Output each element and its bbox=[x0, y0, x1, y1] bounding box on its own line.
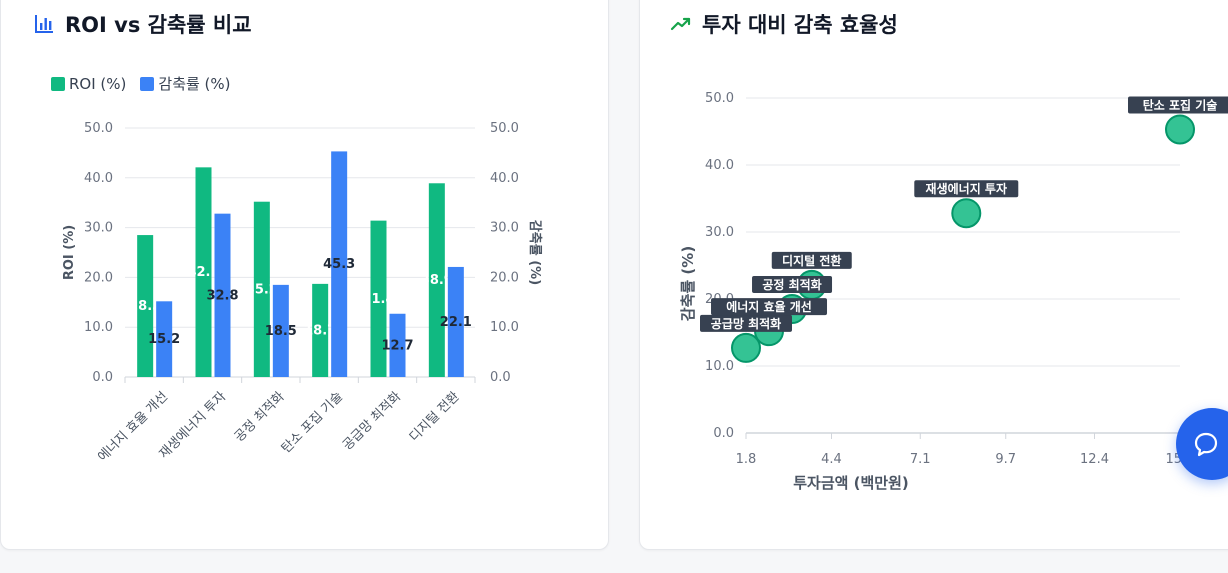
roi-vs-reduction-bar-chart: 0.0 0.0 10.0 10.0 20.0 20.0 30.0 30.0 40.0 40.0 50… bbox=[62, 121, 543, 465]
x-tick-label: 9.7 bbox=[995, 452, 1016, 467]
legend-swatch-roi bbox=[51, 76, 65, 91]
scatter-point-label-group: 에너지 효율 개선 bbox=[711, 298, 828, 316]
bar-value-label-roi: 28.5 bbox=[129, 299, 161, 314]
scatter-label-box bbox=[752, 276, 833, 294]
bar-reduction bbox=[447, 266, 464, 377]
x-tick-label: 공정 최적화 bbox=[232, 389, 288, 445]
scatter-point-label: 디지털 전환 bbox=[782, 253, 841, 268]
y-tick-label: 40.0 bbox=[84, 171, 113, 186]
scatter-label-box bbox=[771, 251, 852, 269]
scatter-point-label: 에너지 효율 개선 bbox=[726, 299, 812, 314]
bar-value-label-reduction: 12.7 bbox=[381, 338, 413, 353]
bar-reduction bbox=[214, 213, 231, 377]
efficiency-title: 투자 대비 감축 효율성 bbox=[670, 9, 898, 39]
y-tick-label: 10.0 bbox=[705, 359, 734, 374]
y2-tick-label: 0.0 bbox=[490, 370, 511, 385]
x-axis-label: 투자금액 (백만원) bbox=[793, 474, 909, 492]
scatter-label-box bbox=[711, 298, 828, 316]
legend-label-roi: ROI (%) bbox=[69, 74, 127, 93]
bar-value-label-roi: 18.7 bbox=[304, 323, 336, 338]
bar-reduction bbox=[272, 284, 289, 377]
bar-roi bbox=[195, 167, 212, 377]
investment-efficiency-scatter-chart: 0.010.020.030.040.050.01.84.47.19.712.41… bbox=[679, 91, 1228, 492]
bar-value-label-roi: 31.4 bbox=[362, 292, 394, 307]
x-tick-label: 공급망 최적화 bbox=[340, 389, 404, 453]
y2-tick-label: 10.0 bbox=[490, 320, 519, 335]
y-tick-label: 30.0 bbox=[84, 221, 113, 236]
x-tick-label: 탄소 포집 기술 bbox=[279, 389, 346, 456]
bar-value-label-roi: 35.2 bbox=[246, 282, 278, 297]
scatter-point bbox=[731, 332, 761, 363]
bar-reduction bbox=[389, 313, 406, 377]
y-tick-label: 50.0 bbox=[705, 91, 734, 106]
y-tick-label: 30.0 bbox=[705, 225, 734, 240]
bar-value-label-reduction: 32.8 bbox=[206, 288, 238, 303]
scatter-point-label-group: 재생에너지 투자 bbox=[914, 180, 1019, 198]
scatter-point bbox=[951, 198, 982, 229]
trending-up-icon bbox=[670, 17, 691, 31]
chat-bubble-icon bbox=[1194, 432, 1218, 457]
roi-comparison-card: ROI vs 감축률 비교 ROI (%) 감축률 (%) 0.0 0.0 10.0… bbox=[0, 0, 609, 550]
legend-item-reduction[interactable]: 감축률 (%) bbox=[140, 73, 231, 94]
scatter-point-label-group: 공급망 최적화 bbox=[700, 314, 792, 332]
bar-value-label-roi: 42.1 bbox=[187, 265, 219, 280]
scatter-label-box bbox=[1128, 96, 1228, 114]
x-tick-label: 1.8 bbox=[736, 452, 757, 467]
scatter-point-label: 재생에너지 투자 bbox=[926, 181, 1007, 196]
scatter-point-label-group: 디지털 전환 bbox=[771, 251, 852, 269]
bar-roi bbox=[370, 220, 387, 377]
efficiency-title-text: 투자 대비 감축 효율성 bbox=[702, 13, 898, 37]
scatter-label-box bbox=[700, 314, 792, 332]
x-tick-label: 디지털 전환 bbox=[407, 389, 463, 445]
y-tick-label: 0.0 bbox=[92, 370, 113, 385]
y-tick-label: 10.0 bbox=[84, 320, 113, 335]
y2-axis-label: 감축률 (%) bbox=[527, 220, 543, 285]
y2-tick-label: 50.0 bbox=[490, 121, 519, 136]
legend-item-roi[interactable]: ROI (%) bbox=[51, 73, 126, 94]
x-tick-label: 12.4 bbox=[1080, 452, 1109, 467]
y-tick-label: 0.0 bbox=[713, 426, 734, 441]
scatter-point bbox=[1165, 114, 1195, 145]
bar-roi bbox=[428, 183, 445, 377]
bar-roi bbox=[253, 201, 270, 377]
chat-button[interactable] bbox=[1176, 408, 1228, 480]
efficiency-card: 투자 대비 감축 효율성 0.010.020.030.040.050.01.84… bbox=[639, 0, 1228, 550]
bar-value-label-reduction: 22.1 bbox=[440, 315, 472, 330]
bar-value-label-roi: 38.9 bbox=[421, 273, 453, 288]
scatter-point-label-group: 탄소 포집 기술 bbox=[1128, 96, 1228, 114]
legend-label-reduction: 감축률 (%) bbox=[158, 75, 231, 93]
bar-reduction bbox=[331, 151, 348, 377]
y-tick-label: 50.0 bbox=[84, 121, 113, 136]
roi-comparison-title: ROI vs 감축률 비교 bbox=[33, 9, 252, 39]
scatter-point-label: 공급망 최적화 bbox=[711, 316, 781, 331]
bar-roi bbox=[312, 283, 329, 377]
y-tick-label: 40.0 bbox=[705, 158, 734, 173]
bar-value-label-reduction: 45.3 bbox=[323, 257, 355, 272]
y2-tick-label: 40.0 bbox=[490, 171, 519, 186]
y2-tick-label: 20.0 bbox=[490, 270, 519, 285]
y-axis-label: 감축률 (%) bbox=[679, 246, 697, 321]
bar-chart-legend: ROI (%) 감축률 (%) bbox=[51, 73, 231, 94]
scatter-label-box bbox=[914, 180, 1019, 198]
bar-value-label-reduction: 18.5 bbox=[265, 324, 297, 339]
bar-chart-icon bbox=[35, 15, 53, 33]
roi-comparison-title-text: ROI vs 감축률 비교 bbox=[65, 13, 252, 37]
bar-value-label-reduction: 15.2 bbox=[148, 332, 180, 347]
y-tick-label: 20.0 bbox=[84, 270, 113, 285]
y-axis-label: ROI (%) bbox=[62, 225, 77, 280]
legend-swatch-reduction bbox=[140, 76, 155, 91]
bar-roi bbox=[137, 235, 154, 377]
x-tick-label: 4.4 bbox=[821, 452, 842, 467]
scatter-point-label: 공정 최적화 bbox=[762, 277, 821, 292]
y2-tick-label: 30.0 bbox=[490, 221, 519, 236]
scatter-point-label-group: 공정 최적화 bbox=[752, 276, 833, 294]
bar-reduction bbox=[156, 301, 173, 377]
x-tick-label: 7.1 bbox=[910, 452, 931, 467]
scatter-point-label: 탄소 포집 기술 bbox=[1143, 97, 1218, 112]
